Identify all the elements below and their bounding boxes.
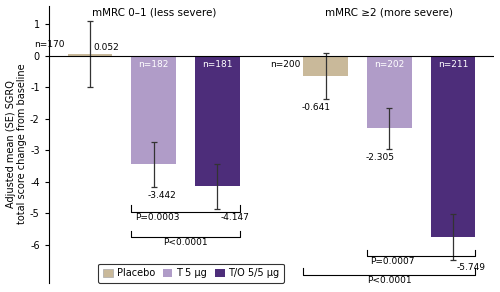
Text: -0.641: -0.641 xyxy=(302,102,330,112)
Legend: Placebo, T 5 µg, T/O 5/5 µg: Placebo, T 5 µg, T/O 5/5 µg xyxy=(98,263,284,283)
Text: -4.147: -4.147 xyxy=(220,213,250,222)
Text: mMRC 0–1 (less severe): mMRC 0–1 (less severe) xyxy=(92,7,216,17)
Text: n=211: n=211 xyxy=(438,60,468,69)
Text: mMRC ≥2 (more severe): mMRC ≥2 (more severe) xyxy=(326,7,454,17)
Bar xyxy=(367,56,412,128)
Bar xyxy=(195,56,240,187)
Text: n=182: n=182 xyxy=(138,60,169,69)
Text: n=181: n=181 xyxy=(202,60,232,69)
Bar xyxy=(304,56,348,76)
Bar xyxy=(431,56,476,237)
Text: P=0.0003: P=0.0003 xyxy=(134,213,179,222)
Text: -3.442: -3.442 xyxy=(148,191,176,200)
Text: n=170: n=170 xyxy=(34,40,64,49)
Text: P<0.0001: P<0.0001 xyxy=(367,276,412,285)
Y-axis label: Adjusted mean (SE) SGRQ
total score change from baseline: Adjusted mean (SE) SGRQ total score chan… xyxy=(6,64,27,224)
Text: P=0.0007: P=0.0007 xyxy=(370,257,415,266)
Bar xyxy=(132,56,176,164)
Text: P<0.0001: P<0.0001 xyxy=(164,239,208,248)
Text: n=200: n=200 xyxy=(270,60,300,69)
Text: -2.305: -2.305 xyxy=(365,153,394,162)
Text: -5.749: -5.749 xyxy=(456,263,485,272)
Text: 0.052: 0.052 xyxy=(94,43,119,52)
Bar xyxy=(68,54,112,56)
Text: n=202: n=202 xyxy=(374,60,404,69)
